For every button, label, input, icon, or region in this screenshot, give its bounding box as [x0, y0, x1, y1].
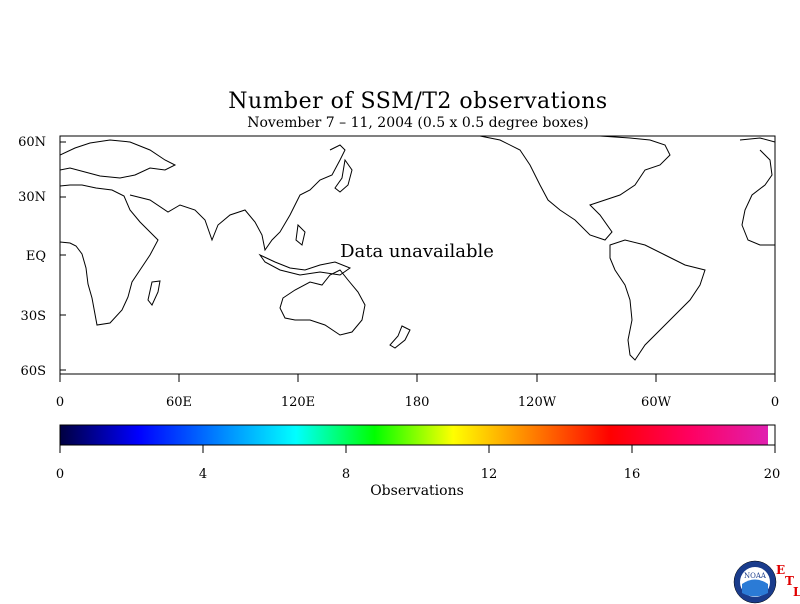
longitude-axis: 0 60E 120E 180 120W 60W 0	[56, 374, 779, 410]
lat-label-60n: 60N	[18, 135, 46, 150]
lat-tick-60n: 60N	[18, 135, 66, 150]
chart-title: Number of SSM/T2 observations	[228, 89, 608, 114]
coastline-europe-east	[741, 149, 775, 246]
lat-label-30n: 30N	[18, 190, 46, 205]
lon-label-120w: 120W	[518, 395, 557, 410]
cb-tick-8: 8	[342, 445, 350, 482]
lat-label-eq: EQ	[26, 249, 46, 264]
coastline-madagascar	[147, 280, 161, 306]
lon-label-180: 180	[405, 395, 430, 410]
lon-tick-120w: 120W	[518, 374, 557, 410]
coastlines	[60, 136, 775, 361]
coastline-greenland	[739, 137, 775, 143]
coastline-australia	[279, 269, 366, 336]
cb-label-20: 20	[764, 467, 781, 482]
coastline-europe	[60, 139, 177, 179]
lat-tick-60s: 60S	[21, 364, 66, 379]
lat-label-30s: 30S	[21, 309, 46, 324]
colorbar-label: Observations	[370, 483, 464, 499]
etl-letter-l: L	[793, 585, 800, 599]
lon-tick-0-east: 0	[771, 374, 779, 410]
lon-label-120e: 120E	[281, 395, 315, 410]
coastline-north-america	[479, 136, 671, 241]
lat-tick-30n: 30N	[18, 190, 66, 205]
coastline-asia-south	[129, 144, 346, 252]
chart-subtitle: November 7 – 11, 2004 (0.5 x 0.5 degree …	[247, 115, 589, 131]
cb-label-0: 0	[56, 467, 64, 482]
coastline-philippines	[295, 223, 306, 246]
lat-label-60s: 60S	[21, 364, 46, 379]
coastline-south-america	[609, 239, 706, 361]
lon-tick-0: 0	[56, 374, 64, 410]
colorbar	[59, 424, 776, 446]
lon-tick-60e: 60E	[166, 374, 192, 410]
coastline-indonesia	[258, 253, 352, 276]
latitude-axis: 60N 30N EQ 30S 60S	[18, 135, 66, 379]
etl-letter-t: T	[785, 574, 794, 588]
coastline-japan	[334, 158, 353, 193]
cb-tick-20: 20	[764, 445, 781, 482]
etl-letter-e: E	[776, 563, 786, 577]
coastline-new-zealand	[389, 325, 411, 349]
cb-label-8: 8	[342, 467, 350, 482]
colorbar-ticks: 0 4 8 12 16 20	[56, 445, 780, 482]
cb-tick-0: 0	[56, 445, 64, 482]
noaa-logo-text: NOAA	[744, 572, 767, 580]
lat-tick-30s: 30S	[21, 309, 66, 324]
lon-tick-60w: 60W	[641, 374, 672, 410]
lat-tick-eq: EQ	[26, 249, 66, 264]
cb-label-16: 16	[624, 467, 641, 482]
cb-tick-4: 4	[199, 445, 207, 482]
data-unavailable-message: Data unavailable	[340, 241, 494, 262]
coastline-africa	[60, 184, 159, 326]
lon-label-0: 0	[56, 395, 64, 410]
lon-tick-180: 180	[405, 374, 430, 410]
cb-tick-16: 16	[624, 445, 641, 482]
noaa-logo: NOAA	[733, 560, 777, 604]
cb-label-4: 4	[199, 467, 207, 482]
cb-tick-12: 12	[481, 445, 498, 482]
lon-label-0-east: 0	[771, 395, 779, 410]
lon-tick-120e: 120E	[281, 374, 315, 410]
lon-label-60e: 60E	[166, 395, 192, 410]
cb-label-12: 12	[481, 467, 498, 482]
lon-label-60w: 60W	[641, 395, 672, 410]
